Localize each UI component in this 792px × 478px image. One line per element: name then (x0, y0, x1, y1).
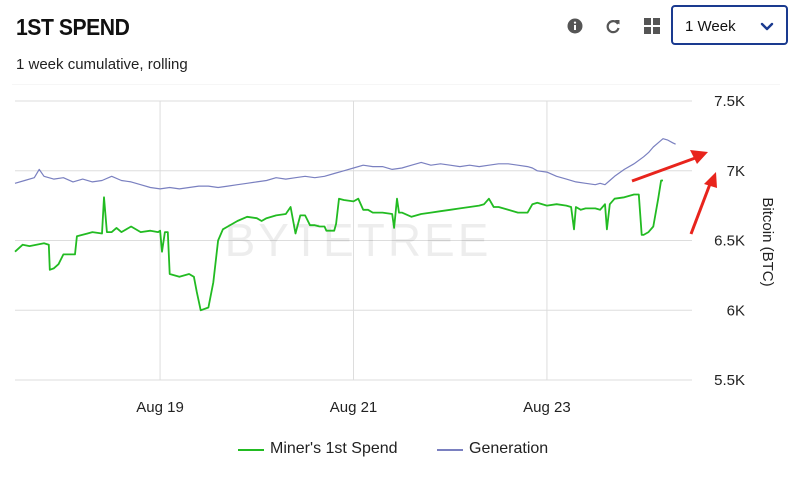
chart-subtitle: 1 week cumulative, rolling (16, 56, 188, 73)
y-tick-label: 7.5K (714, 93, 745, 110)
y-tick-label: 6.5K (714, 233, 745, 250)
annotation-arrows (631, 150, 717, 235)
legend-swatch-generation (437, 449, 463, 451)
legend-swatch-miner (238, 449, 264, 451)
y-axis: 7.5K 7K 6.5K 6K 5.5K (714, 93, 745, 389)
series-line-miner[interactable] (14, 179, 663, 312)
grid-icon[interactable] (644, 18, 660, 34)
y-axis-label: Bitcoin (BTC) (759, 197, 776, 286)
period-select[interactable]: 1 Week (671, 5, 788, 45)
legend-item-generation[interactable]: Generation (469, 440, 549, 457)
x-tick-label: Aug 23 (523, 399, 571, 416)
y-tick-label: 5.5K (714, 372, 745, 389)
x-axis: Aug 19 Aug 21 Aug 23 (136, 399, 570, 416)
watermark: BYTETREE (225, 214, 492, 266)
info-icon[interactable] (567, 18, 583, 34)
chevron-down-icon (760, 22, 774, 31)
y-tick-label: 6K (727, 302, 745, 319)
chart-grid (15, 100, 692, 381)
chart-title: 1ST SPEND (16, 14, 130, 40)
period-select-value: 1 Week (685, 18, 736, 35)
x-tick-label: Aug 21 (330, 399, 378, 416)
x-tick-label: Aug 19 (136, 399, 184, 416)
refresh-icon[interactable] (605, 18, 621, 34)
series-layer (14, 138, 676, 312)
y-tick-label: 7K (727, 163, 745, 180)
series-line-generation[interactable] (14, 138, 676, 190)
legend-item-miner[interactable]: Miner's 1st Spend (270, 440, 398, 457)
